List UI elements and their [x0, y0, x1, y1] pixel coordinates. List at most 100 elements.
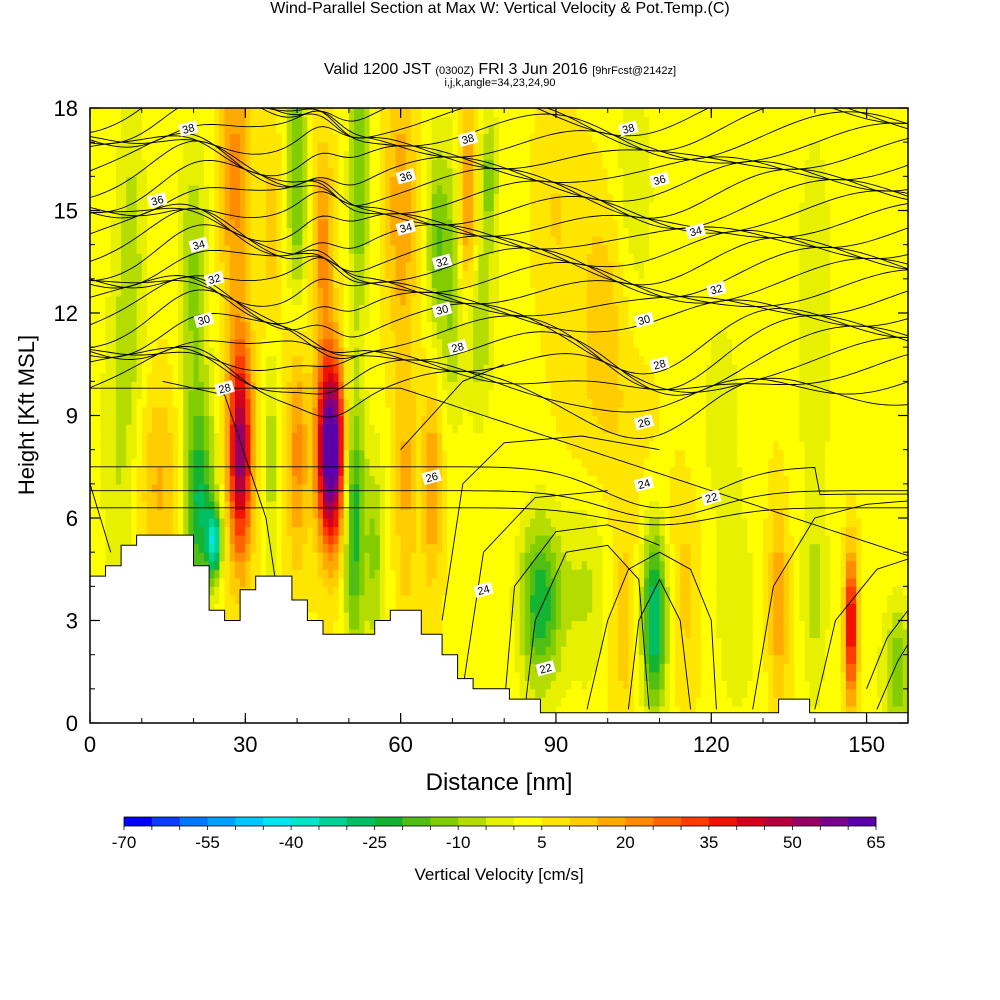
- field-cell: [219, 441, 226, 451]
- field-cell: [126, 227, 132, 237]
- field-cell: [90, 287, 96, 297]
- field-cell: [162, 458, 169, 468]
- field-cell: [333, 364, 340, 374]
- field-cell: [95, 372, 101, 382]
- field-cell: [359, 167, 365, 177]
- field-cell: [281, 509, 288, 519]
- field-cell: [121, 509, 127, 519]
- field-cell: [312, 125, 319, 135]
- field-cell: [219, 594, 226, 604]
- field-cell: [359, 372, 365, 382]
- field-cell: [266, 330, 272, 340]
- field-cell: [198, 278, 205, 288]
- field-cell: [152, 407, 158, 417]
- field-cell: [281, 167, 288, 177]
- field-cell: [405, 321, 412, 331]
- field-cell: [245, 560, 252, 570]
- field-cell: [178, 133, 184, 143]
- field-cell: [374, 500, 381, 510]
- field-cell: [431, 142, 438, 152]
- field-cell: [343, 313, 350, 323]
- field-cell: [229, 338, 236, 348]
- field-cell: [167, 389, 174, 399]
- field-cell: [121, 108, 127, 118]
- field-cell: [152, 372, 158, 382]
- field-cell: [416, 347, 422, 357]
- field-cell: [193, 372, 200, 382]
- field-cell: [115, 441, 122, 451]
- field-cell: [146, 321, 153, 331]
- field-cell: [426, 407, 433, 417]
- field-cell: [369, 372, 376, 382]
- field-cell: [250, 159, 257, 169]
- field-cell: [297, 202, 303, 212]
- field-cell: [250, 202, 257, 212]
- field-cell: [121, 415, 127, 425]
- field-cell: [364, 253, 371, 263]
- field-cell: [224, 518, 231, 528]
- field-cell: [152, 441, 158, 451]
- field-cell: [235, 142, 241, 152]
- field-cell: [271, 466, 277, 476]
- field-cell: [162, 338, 169, 348]
- field-cell: [214, 364, 221, 374]
- field-cell: [405, 535, 412, 545]
- field-cell: [307, 509, 314, 519]
- field-cell: [235, 432, 241, 442]
- field-cell: [297, 594, 303, 604]
- field-cell: [271, 159, 277, 169]
- field-cell: [141, 475, 148, 485]
- field-cell: [141, 270, 148, 280]
- field-cell: [183, 108, 189, 118]
- field-cell: [121, 424, 127, 434]
- field-cell: [260, 466, 267, 476]
- field-cell: [90, 219, 96, 229]
- field-cell: [431, 355, 438, 365]
- field-cell: [354, 253, 360, 263]
- field-cell: [348, 518, 355, 528]
- field-cell: [374, 364, 381, 374]
- field-cell: [281, 210, 288, 220]
- field-cell: [141, 381, 148, 391]
- field-cell: [333, 244, 340, 254]
- field-cell: [229, 313, 236, 323]
- field-cell: [421, 313, 428, 323]
- field-cell: [126, 261, 132, 271]
- field-cell: [188, 449, 195, 459]
- field-cell: [297, 543, 303, 553]
- field-cell: [343, 202, 350, 212]
- field-cell: [126, 500, 132, 510]
- field-cell: [426, 150, 433, 160]
- field-cell: [379, 142, 386, 152]
- field-cell: [235, 261, 241, 271]
- field-cell: [281, 116, 288, 126]
- field-cell: [266, 509, 272, 519]
- field-cell: [95, 569, 101, 579]
- field-cell: [436, 347, 443, 357]
- field-cell: [152, 304, 158, 314]
- field-cell: [281, 159, 288, 169]
- field-cell: [312, 184, 319, 194]
- field-cell: [302, 492, 309, 502]
- field-cell: [198, 287, 205, 297]
- field-cell: [291, 338, 298, 348]
- field-cell: [421, 432, 428, 442]
- field-cell: [172, 364, 179, 374]
- field-cell: [395, 407, 402, 417]
- field-cell: [369, 586, 376, 596]
- field-cell: [312, 142, 319, 152]
- field-cell: [255, 287, 262, 297]
- field-cell: [162, 407, 169, 417]
- field-cell: [291, 210, 298, 220]
- field-cell: [395, 526, 402, 536]
- field-cell: [271, 270, 277, 280]
- field-cell: [426, 210, 433, 220]
- field-cell: [126, 295, 132, 305]
- field-cell: [369, 304, 376, 314]
- field-cell: [364, 116, 371, 126]
- field-cell: [193, 108, 200, 118]
- field-cell: [110, 270, 117, 280]
- field-cell: [307, 586, 314, 596]
- field-cell: [328, 261, 334, 271]
- field-cell: [110, 313, 117, 323]
